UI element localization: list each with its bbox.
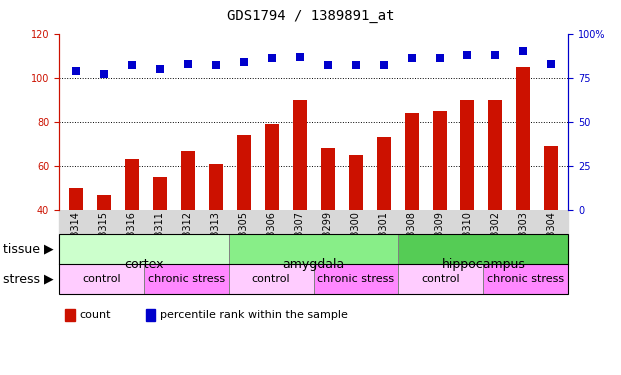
Bar — [209, 164, 223, 210]
Text: cortex: cortex — [124, 258, 163, 271]
Text: chronic stress: chronic stress — [317, 274, 394, 284]
Text: hippocampus: hippocampus — [442, 258, 525, 271]
Text: control: control — [252, 274, 291, 284]
Point — [323, 63, 333, 69]
Text: amygdala: amygdala — [283, 258, 345, 271]
Point — [238, 59, 248, 65]
Bar — [348, 155, 363, 210]
Point — [463, 52, 473, 58]
Bar — [153, 177, 166, 210]
Point — [379, 63, 389, 69]
Bar — [545, 146, 558, 210]
Bar — [489, 100, 502, 210]
Bar — [125, 159, 138, 210]
Bar — [97, 195, 111, 210]
Bar — [461, 100, 474, 210]
Text: percentile rank within the sample: percentile rank within the sample — [160, 310, 348, 320]
Bar — [517, 67, 530, 210]
Point — [266, 56, 276, 62]
Point — [99, 71, 109, 77]
Text: chronic stress: chronic stress — [487, 274, 564, 284]
Point — [155, 66, 165, 72]
Text: control: control — [82, 274, 120, 284]
Text: stress ▶: stress ▶ — [3, 273, 54, 286]
Text: chronic stress: chronic stress — [148, 274, 225, 284]
Point — [435, 56, 445, 62]
Point — [294, 54, 304, 60]
Text: tissue ▶: tissue ▶ — [3, 243, 54, 256]
Point — [211, 63, 220, 69]
Point — [407, 56, 417, 62]
Bar — [292, 100, 307, 210]
Bar — [237, 135, 251, 210]
Point — [127, 63, 137, 69]
Bar — [376, 137, 391, 210]
Bar — [181, 150, 195, 210]
Point — [351, 63, 361, 69]
Text: GDS1794 / 1389891_at: GDS1794 / 1389891_at — [227, 9, 394, 23]
Text: control: control — [422, 274, 460, 284]
Bar — [404, 113, 419, 210]
Point — [491, 52, 501, 58]
Point — [71, 68, 81, 74]
Bar — [432, 111, 446, 210]
Point — [183, 61, 193, 67]
Point — [546, 61, 556, 67]
Point — [519, 48, 528, 54]
Text: count: count — [79, 310, 111, 320]
Bar — [320, 148, 335, 210]
Bar — [265, 124, 279, 210]
Bar — [69, 188, 83, 210]
